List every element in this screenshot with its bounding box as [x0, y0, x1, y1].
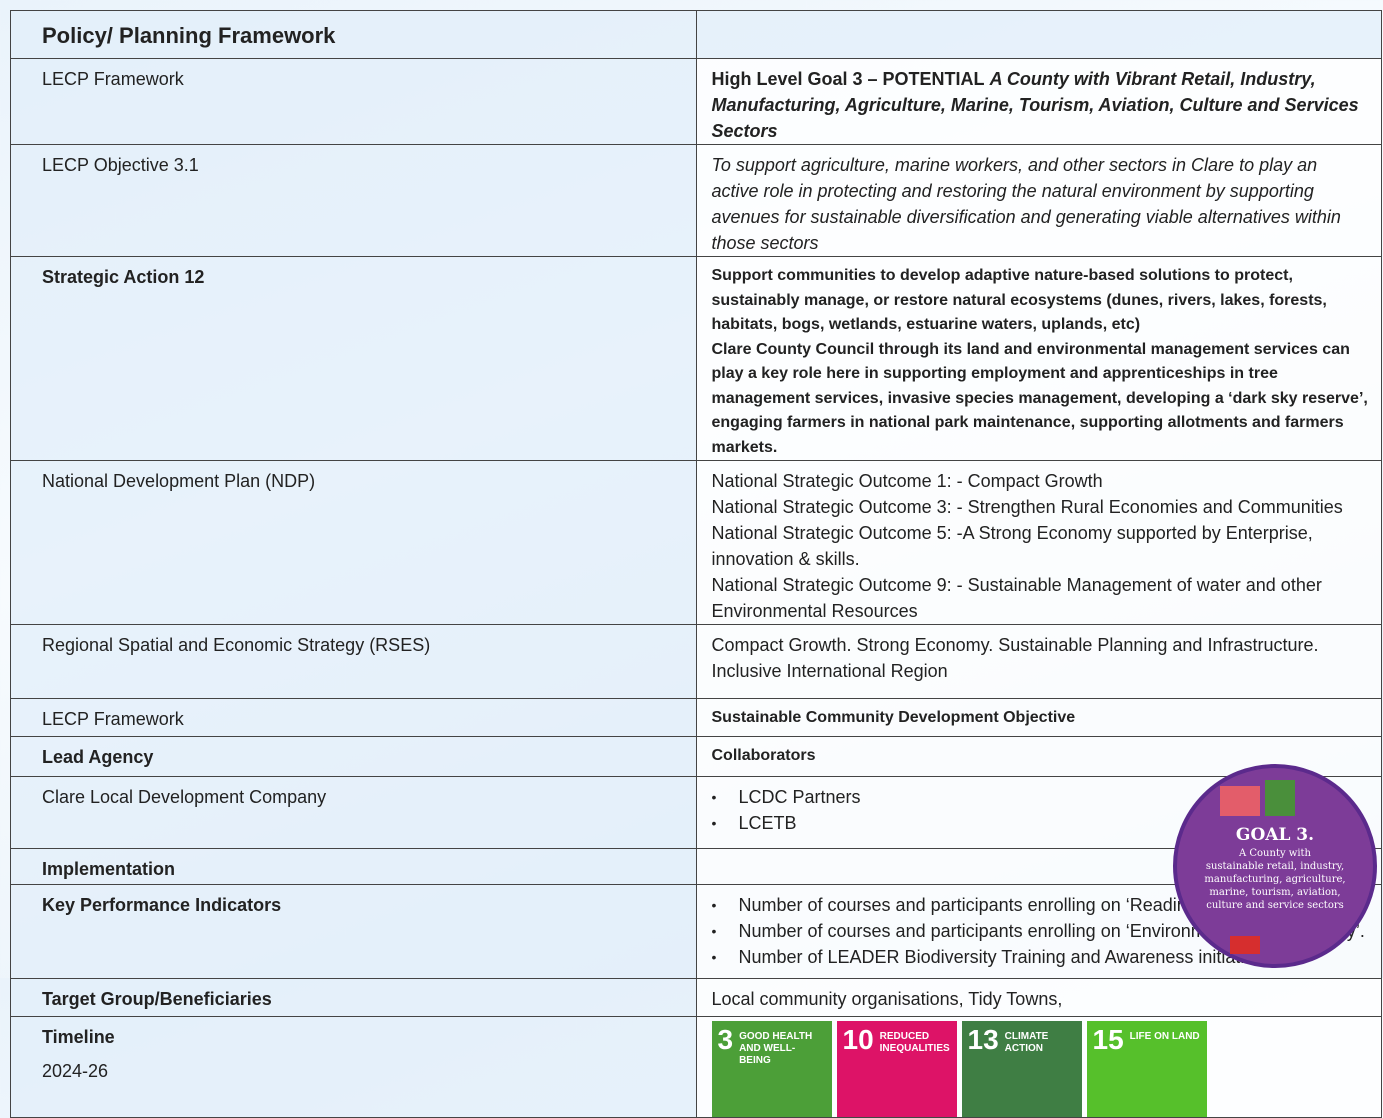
bullet-item: LCETB: [712, 810, 1370, 836]
label-cell: LECP Objective 3.1: [10, 144, 697, 257]
content: To support agriculture, marine workers, …: [711, 155, 1341, 253]
badge-text: A County with: [1238, 848, 1312, 859]
goal-text: A County with Vibrant Retail, Industry, …: [711, 69, 1359, 141]
content: Compact Growth. Strong Economy. Sustaina…: [711, 635, 1319, 681]
page: {"table": {"rows": [ {"label": "Policy/ …: [0, 0, 1383, 978]
table-row: LECP Objective 3.1 To support agriculture…: [10, 144, 1382, 257]
table-row: Policy/ Planning Framework: [10, 10, 1382, 59]
badge-text: manufacturing, agriculture,: [1204, 874, 1345, 885]
row-label: Clare Local Development Company: [42, 787, 327, 807]
label-cell: Strategic Action 12: [10, 256, 697, 461]
row-sublabel: 2024-26: [42, 1061, 109, 1081]
line-item: National Strategic Outcome 3: - Strength…: [711, 497, 1343, 517]
content-cell: Local community organisations, Tidy Town…: [695, 978, 1382, 1017]
sdg-label: LIFE ON LAND: [1129, 1031, 1200, 1042]
badge-text: culture and service sectors: [1206, 900, 1344, 911]
row-label: Policy/ Planning Framework: [42, 23, 336, 48]
content: Local community organisations, Tidy Town…: [711, 989, 1063, 1009]
label-cell: Clare Local Development Company: [10, 776, 697, 849]
table-row: Timeline 2024-26 3 GOOD HEALTH AND WELL-BEI…: [10, 1016, 1382, 1118]
row-label: Implementation: [42, 859, 176, 879]
sdg-number: 15: [1092, 1024, 1124, 1055]
paragraph: Clare County Council through its land an…: [711, 340, 1368, 456]
sdg-tile: 3 GOOD HEALTH AND WELL-BEING: [711, 1021, 832, 1117]
label-cell: Target Group/Beneficiaries: [10, 978, 697, 1017]
label-cell: Timeline 2024-26: [10, 1016, 697, 1118]
label-cell: Policy/ Planning Framework: [10, 10, 697, 59]
badge-text: GOAL 3.: [1236, 825, 1314, 845]
bullet-list: LCDC PartnersLCETB: [712, 784, 1370, 836]
table-row: Regional Spatial and Economic Strategy (…: [10, 624, 1382, 699]
label-cell: LECP Framework: [10, 58, 697, 145]
sdg-tile: 15 LIFE ON LAND: [1086, 1021, 1207, 1117]
content: High Level Goal 3 – POTENTIAL A County w…: [712, 66, 1370, 144]
goal-lead: High Level Goal 3 – POTENTIAL: [711, 69, 985, 89]
bullet-item: Number of LEADER Biodiversity Training a…: [712, 944, 1370, 970]
row-label: Target Group/Beneficiaries: [42, 989, 272, 1009]
label-cell: Implementation: [10, 848, 697, 885]
badge-text: sustainable retail, industry,: [1206, 861, 1344, 872]
sdg-label: GOOD HEALTH AND WELL-BEING: [739, 1031, 813, 1066]
label-cell: LECP Framework: [10, 698, 697, 737]
table-row: Target Group/Beneficiaries Local communit…: [10, 978, 1382, 1017]
row-label: Key Performance Indicators: [42, 895, 282, 915]
badge-text: marine, tourism, aviation,: [1209, 887, 1340, 898]
table-row: LECP Framework Sustainable Community Deve…: [10, 698, 1382, 737]
table-row: LECP Framework High Level Goal 3 – POTENT…: [10, 58, 1382, 145]
sdg-number: 3: [717, 1024, 734, 1055]
line-item: National Strategic Outcome 9: - Sustaina…: [711, 575, 1322, 621]
label-cell: Lead Agency: [10, 736, 697, 777]
content-cell: Compact Growth. Strong Economy. Sustaina…: [695, 624, 1382, 699]
badge-icon: [1220, 786, 1260, 816]
content-cell: Sustainable Community Development Object…: [695, 698, 1382, 737]
table-row: Implementation: [10, 848, 1382, 885]
row-label: LECP Framework: [42, 709, 184, 729]
table-row: Strategic Action 12 Support communities t…: [10, 256, 1382, 461]
row-label: Lead Agency: [42, 747, 154, 767]
row-label: LECP Framework: [42, 69, 184, 89]
badge-icon: [1230, 936, 1260, 954]
line-item: National Strategic Outcome 5: -A Strong …: [711, 523, 1313, 569]
row-label: National Development Plan (NDP): [42, 471, 316, 491]
content-cell: To support agriculture, marine workers, …: [695, 144, 1382, 257]
content: Collaborators: [711, 747, 816, 764]
row-label: Timeline: [42, 1027, 115, 1047]
line-item: National Strategic Outcome 1: - Compact …: [711, 471, 1103, 491]
content-cell: High Level Goal 3 – POTENTIAL A County w…: [695, 58, 1382, 145]
row-label: LECP Objective 3.1: [42, 155, 199, 175]
goal-badge: GOAL 3. A County with sustainable retail, …: [1173, 764, 1377, 968]
sdg-number: 13: [967, 1024, 999, 1055]
content-cell: [695, 10, 1382, 59]
paragraph: Support communities to develop adaptive …: [711, 267, 1327, 333]
row-label: Regional Spatial and Economic Strategy (…: [42, 635, 431, 655]
badge-icon: [1265, 780, 1295, 816]
content-cell: National Strategic Outcome 1: - Compact …: [695, 460, 1382, 625]
sdg-tiles: 3 GOOD HEALTH AND WELL-BEING 10 REDUCED INE…: [711, 1021, 1370, 1117]
sdg-label: CLIMATE ACTION: [1004, 1031, 1049, 1054]
bullet-item: LCDC Partners: [712, 784, 1370, 810]
content-cell: 3 GOOD HEALTH AND WELL-BEING 10 REDUCED INE…: [695, 1016, 1382, 1118]
content-cell: Support communities to develop adaptive …: [695, 256, 1382, 461]
sdg-tile: 10 REDUCED INEQUALITIES: [836, 1021, 957, 1117]
sdg-number: 10: [842, 1024, 874, 1055]
sdg-tile: 13 CLIMATE ACTION: [961, 1021, 1082, 1117]
row-label: Strategic Action 12: [42, 267, 205, 287]
label-cell: National Development Plan (NDP): [10, 460, 697, 625]
table-row: National Development Plan (NDP) National …: [10, 460, 1382, 625]
sdg-label: REDUCED INEQUALITIES: [879, 1031, 950, 1054]
label-cell: Regional Spatial and Economic Strategy (…: [10, 624, 697, 699]
content: Sustainable Community Development Object…: [711, 709, 1076, 726]
label-cell: Key Performance Indicators: [10, 884, 697, 979]
